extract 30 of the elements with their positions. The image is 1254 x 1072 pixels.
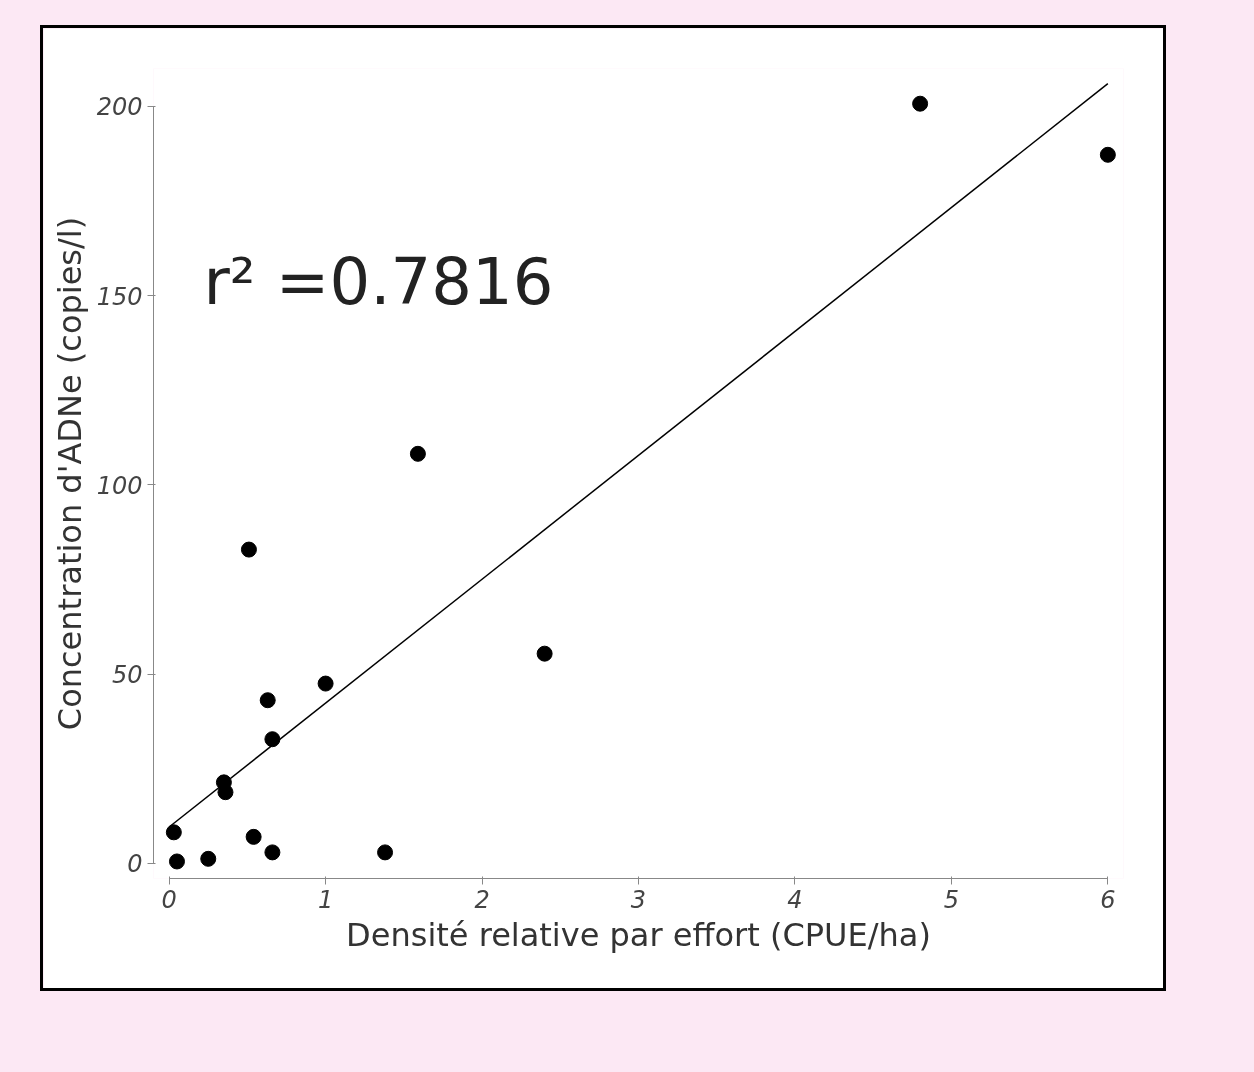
y-tick-label: 0 [127, 850, 143, 879]
x-tick-label: 5 [943, 885, 960, 914]
point [409, 445, 426, 462]
x-tick-label: 4 [787, 885, 803, 914]
x-axis-title: Densité relative par effort (CPUE/ha) [346, 915, 931, 954]
point [264, 731, 281, 748]
point [912, 95, 929, 112]
point [240, 541, 257, 558]
point [200, 850, 217, 867]
annotation: r² =0.7816 [203, 244, 554, 319]
x-tick-label: 1 [317, 885, 334, 914]
point [264, 844, 281, 861]
point [245, 828, 262, 845]
point [168, 853, 185, 870]
x-tick-label: 6 [1100, 885, 1116, 914]
point [165, 824, 182, 841]
y-axis-title: Concentration d'ADNe (copies/l) [50, 216, 89, 731]
x-tick-label: 0 [161, 885, 177, 914]
point [1099, 146, 1116, 163]
point [217, 784, 234, 801]
y-tick-label: 100 [96, 471, 143, 500]
point [377, 844, 394, 861]
point [259, 692, 276, 709]
y-tick-label: 50 [111, 661, 143, 690]
point [536, 645, 553, 662]
y-tick-label: 150 [96, 282, 143, 311]
x-tick-label: 2 [474, 885, 490, 914]
point [317, 675, 334, 692]
y-tick-label: 200 [96, 93, 143, 122]
x-tick-label: 3 [630, 885, 647, 914]
